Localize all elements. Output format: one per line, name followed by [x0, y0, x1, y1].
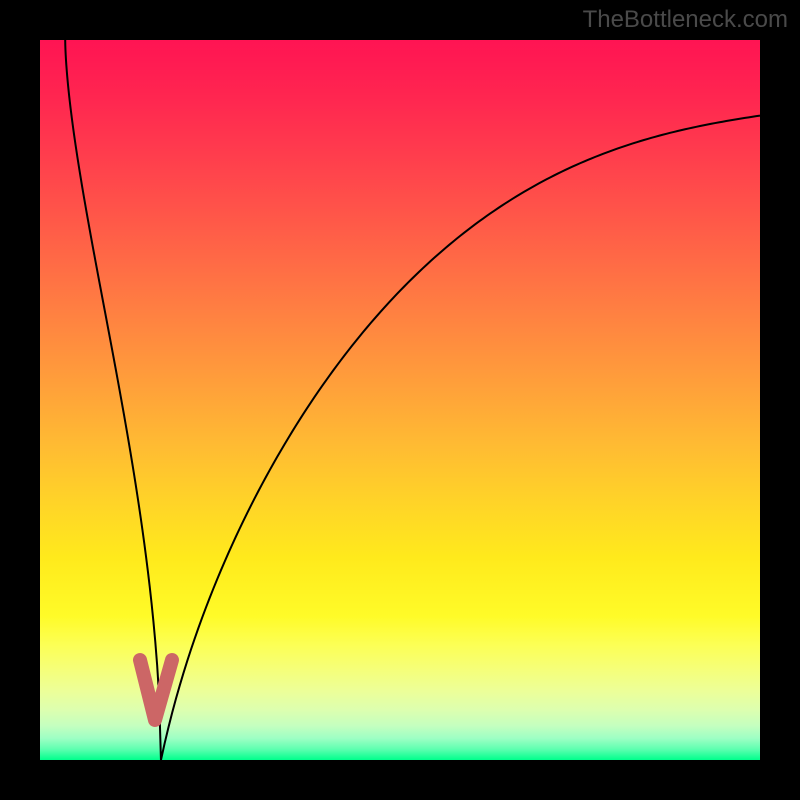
watermark-text: TheBottleneck.com	[583, 6, 788, 34]
chart-container: TheBottleneck.com	[0, 0, 800, 800]
gradient-background	[40, 40, 760, 760]
bottleneck-chart	[0, 0, 800, 800]
